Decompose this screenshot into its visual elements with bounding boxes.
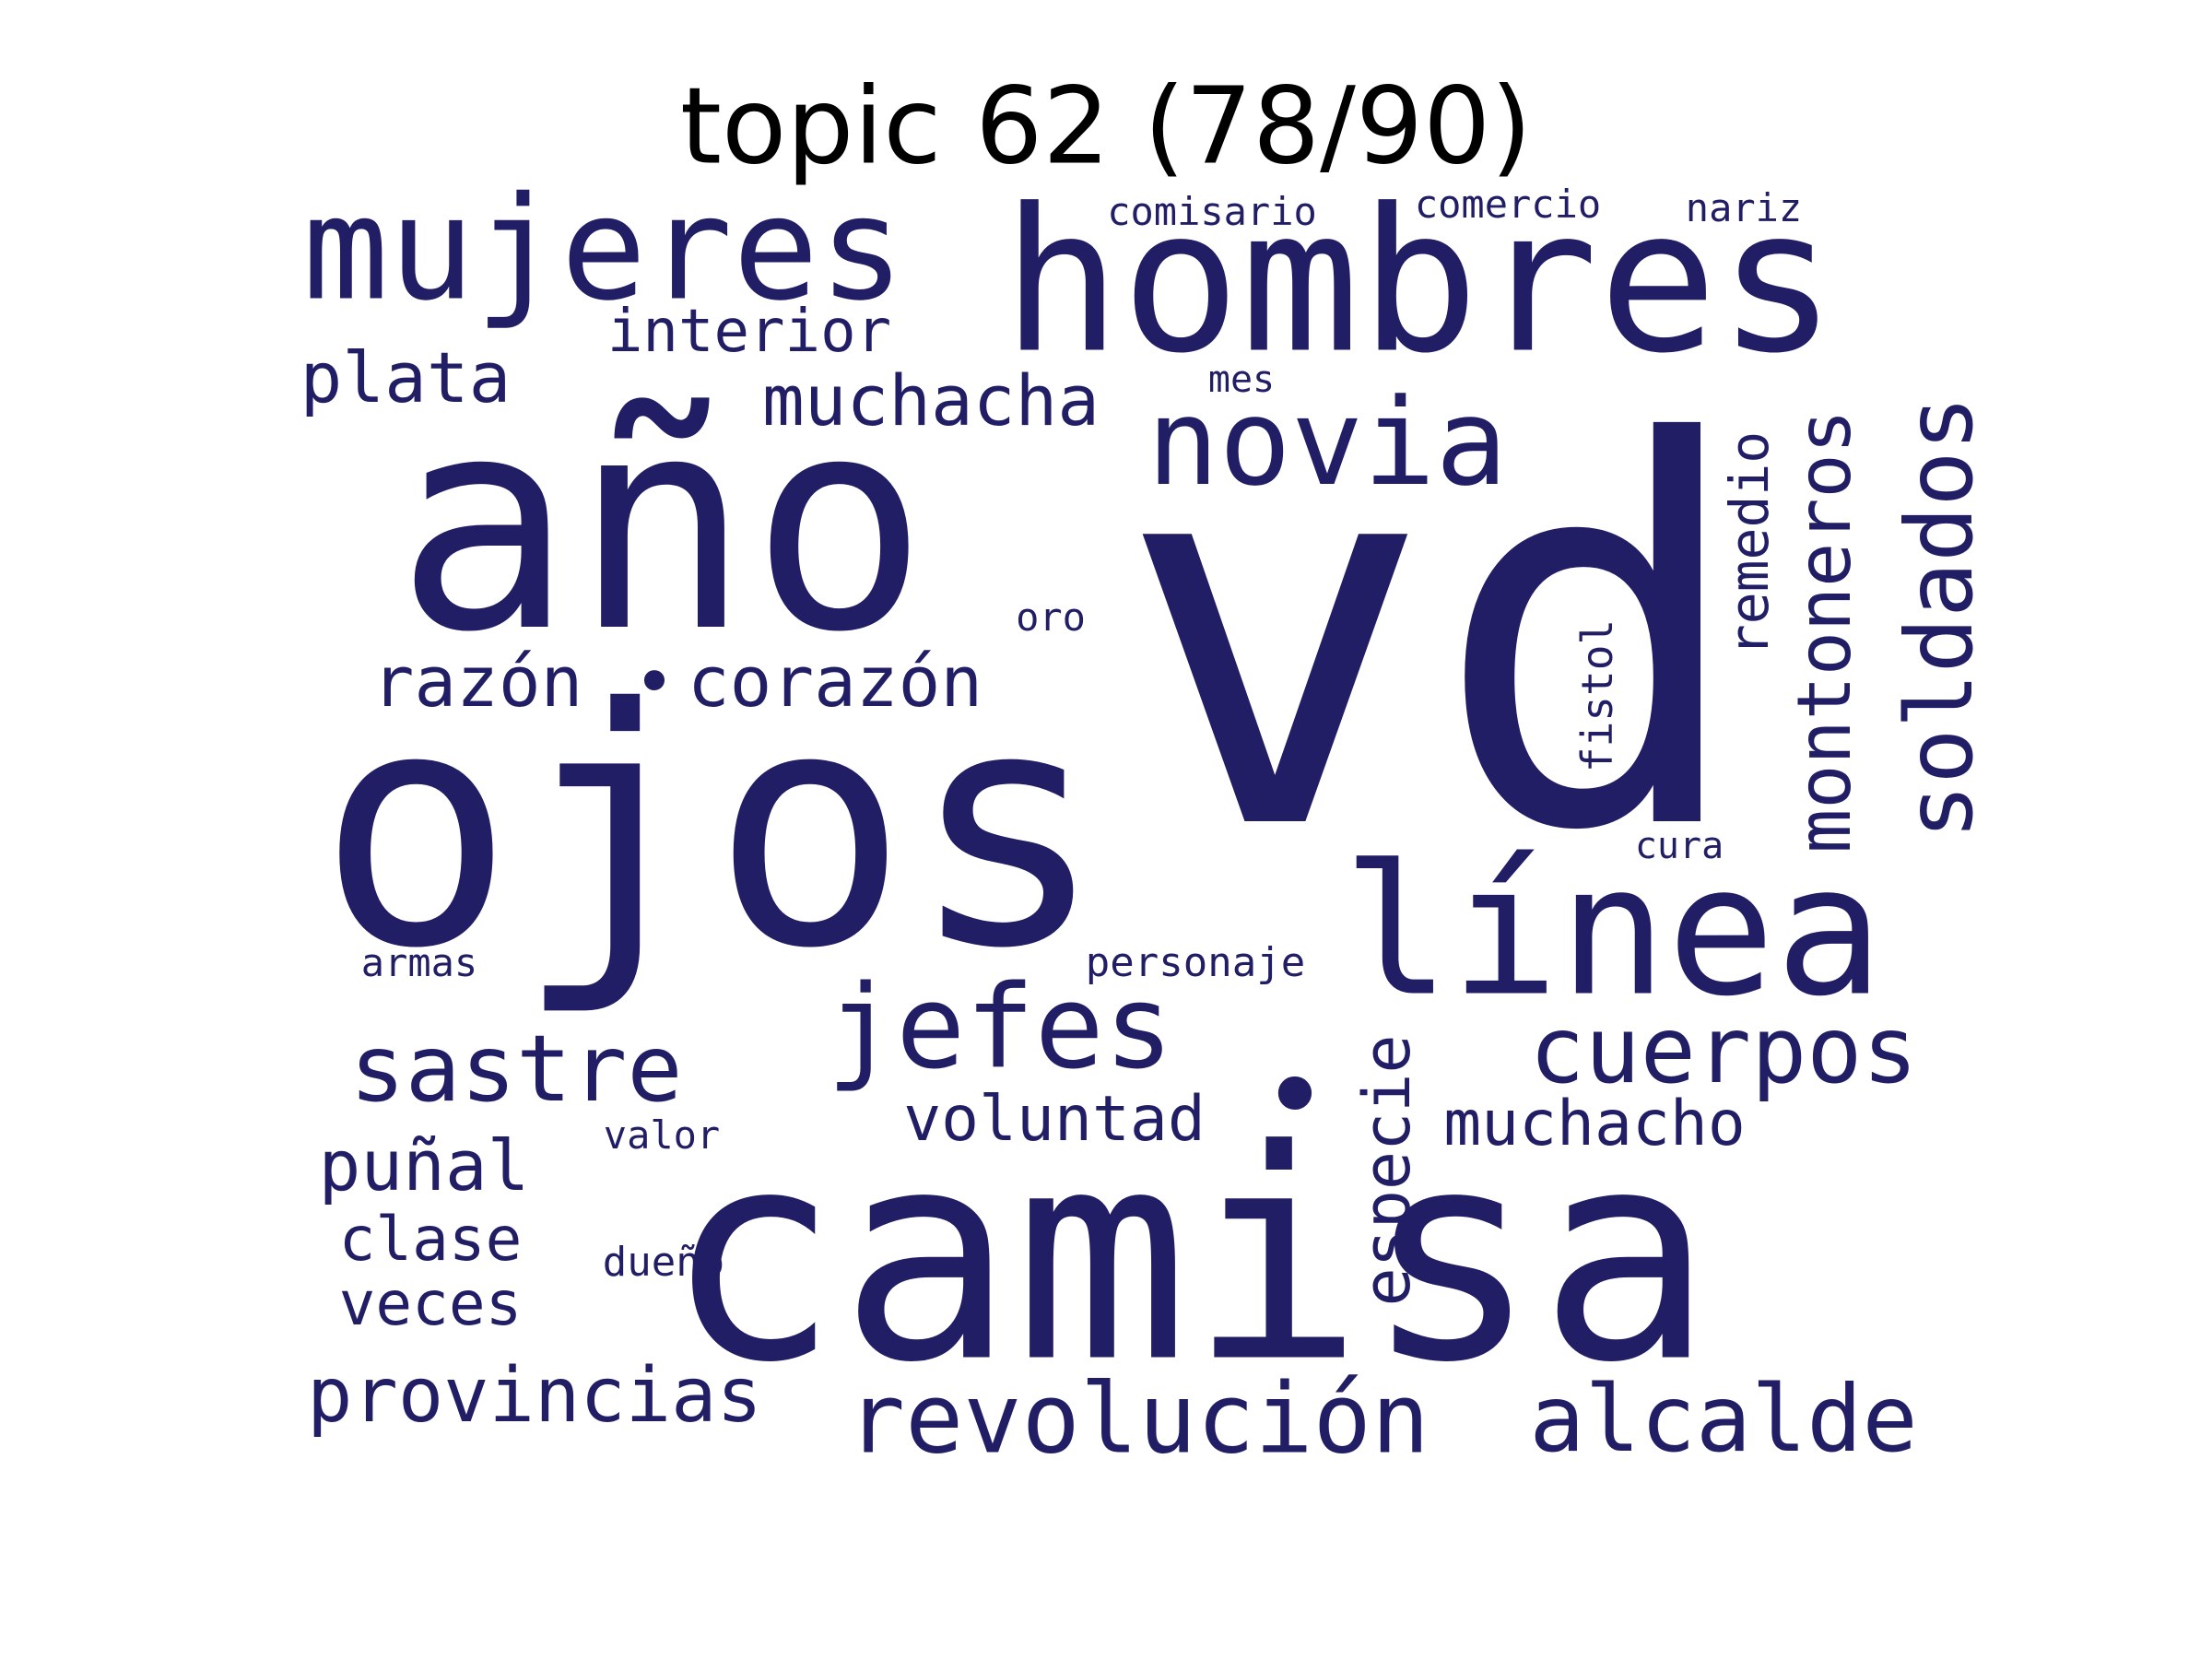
cloud-word-jefes: jefes [826, 960, 1174, 1095]
cloud-word-comercio: comercio [1414, 182, 1602, 227]
cloud-word-camisa: camisa [665, 1088, 1713, 1427]
cloud-word-ojos: ojos [317, 638, 1106, 1020]
cloud-word-sastre: sastre [349, 1015, 683, 1123]
cloud-word-personaje: personaje [1085, 939, 1306, 986]
cloud-word-comisario: comisario [1107, 189, 1317, 234]
cloud-word-año: año [395, 354, 928, 697]
cloud-word-cura: cura [1634, 825, 1724, 867]
cloud-word-alcalde: alcalde [1529, 1365, 1918, 1473]
cloud-word-razón: razón [371, 641, 583, 723]
cloud-word-revolución: revolución [846, 1362, 1430, 1476]
cloud-word-hombres: hombres [1001, 165, 1838, 397]
cloud-word-interior: interior [606, 298, 892, 366]
cloud-word-vd: vd [1116, 335, 1750, 946]
cloud-word-armas: armas [360, 940, 478, 985]
cloud-word-soldados: soldados [1886, 395, 1994, 840]
cloud-word-dueño: dueño [602, 1239, 725, 1286]
cloud-word-veces: veces [338, 1268, 523, 1339]
cloud-word-provincias: provincias [307, 1352, 762, 1440]
cloud-word-nariz: nariz [1685, 185, 1803, 230]
cloud-word-clase: clase [338, 1204, 523, 1275]
cloud-word-remedio: remedio [1718, 430, 1781, 657]
cloud-word-mujeres: mujeres [302, 165, 905, 333]
cloud-word-novia: novia [1147, 372, 1508, 512]
cloud-word-oro: oro [1016, 594, 1086, 640]
word-cloud-dot: • [1260, 1030, 1330, 1164]
cloud-word-corazón: corazón [687, 641, 983, 723]
cloud-word-montoneros: montoneros [1782, 409, 1867, 853]
cloud-word-línea: línea [1342, 826, 1884, 1036]
cloud-word-voluntad: voluntad [903, 1083, 1206, 1156]
cloud-word-puñal: puñal [318, 1124, 530, 1206]
chart-title: topic 62 (78/90) [679, 65, 1533, 189]
cloud-word-valor: valor [603, 1112, 721, 1158]
cloud-word-muchacha: muchacha [761, 359, 1100, 441]
cloud-word-mes: mes [1207, 359, 1276, 401]
cloud-word-fistol: fistol [1572, 618, 1622, 773]
cloud-word-cuerpos: cuerpos [1529, 996, 1918, 1104]
word-cloud-dot: • [633, 641, 676, 723]
cloud-word-muchacho: muchacho [1443, 1088, 1746, 1160]
cloud-word-especie: especie [1349, 1034, 1425, 1307]
cloud-word-plata: plata [300, 336, 512, 418]
